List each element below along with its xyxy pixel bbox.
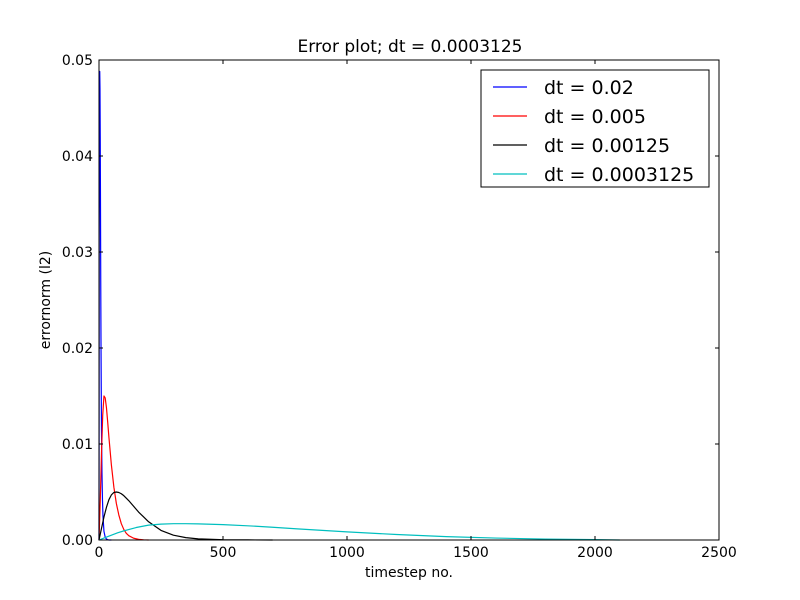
plot-area-frame bbox=[98, 59, 720, 541]
series-line-2 bbox=[98, 395, 149, 541]
x-tick-label: 2500 bbox=[701, 545, 737, 561]
x-tick-label: 500 bbox=[210, 545, 237, 561]
series-layer bbox=[98, 70, 620, 541]
legend-box bbox=[480, 69, 710, 188]
series-line-1 bbox=[98, 70, 112, 541]
y-tick-label: 0.03 bbox=[62, 245, 93, 261]
y-tick-label: 0.02 bbox=[62, 341, 93, 357]
x-tick-label: 1000 bbox=[329, 545, 365, 561]
x-tick-label: 1500 bbox=[453, 545, 489, 561]
y-tick-label: 0.04 bbox=[62, 149, 93, 165]
series-line-3 bbox=[98, 491, 273, 541]
y-axis-title: errornorm (l2) bbox=[38, 251, 54, 349]
legend-label-1: dt = 0.02 bbox=[544, 77, 634, 99]
x-tick-label: 0 bbox=[95, 545, 104, 561]
legend: dt = 0.02 dt = 0.005 dt = 0.00125 dt = 0.00… bbox=[480, 69, 710, 188]
legend-label-4: dt = 0.0003125 bbox=[544, 164, 694, 186]
legend-label-2: dt = 0.005 bbox=[544, 106, 646, 128]
legend-label-3: dt = 0.00125 bbox=[544, 135, 670, 157]
x-tick-label: 2000 bbox=[577, 545, 613, 561]
y-tick-label: 0.01 bbox=[62, 437, 93, 453]
tick-layer: 0 500 1000 1500 2000 2500 0.00 0.01 0.02 0.03 0.04… bbox=[62, 53, 737, 561]
x-axis-title: timestep no. bbox=[365, 565, 453, 581]
y-tick-label: 0.05 bbox=[62, 53, 93, 69]
chart-title: Error plot; dt = 0.0003125 bbox=[298, 37, 523, 57]
y-tick-label: 0.00 bbox=[62, 533, 93, 549]
series-line-4 bbox=[98, 523, 620, 541]
